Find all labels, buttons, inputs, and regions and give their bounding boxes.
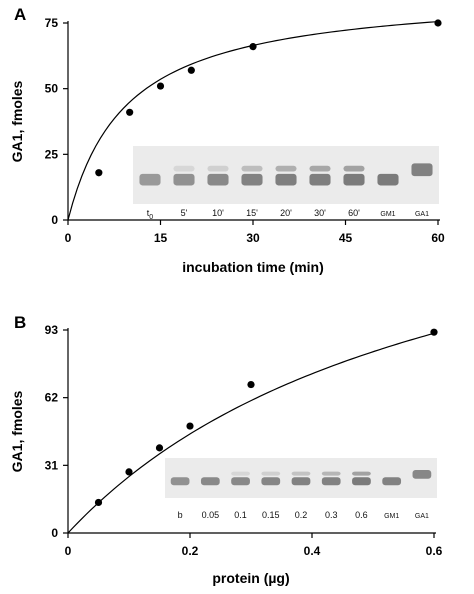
gel-lane-label: GA1 [415,211,429,218]
gel-band-upper [231,471,250,476]
x-axis-label: protein (µg) [212,570,289,586]
gel-lane-label: 20' [280,208,292,218]
y-tick-label: 50 [45,82,59,96]
y-tick-label: 31 [45,458,59,472]
gel-band [382,477,402,486]
gel-band [309,173,331,186]
data-point [247,380,255,389]
x-tick-label: 45 [339,231,353,245]
gel-lane-label: 0.3 [325,510,338,520]
data-point [156,82,165,90]
gel-lane-label: 10' [212,208,224,218]
y-axis-label: GA1, fmoles [9,390,25,472]
gel-band [241,173,263,186]
gel-lane-label: 15' [246,208,258,218]
gel-lane-label: 30' [314,208,326,218]
y-tick-label: 25 [45,147,59,161]
fit-curve [67,332,435,534]
data-point [94,498,103,507]
x-tick-label: 30 [246,231,260,245]
y-tick-label: 0 [51,526,58,540]
x-tick-label: 0.4 [304,544,321,558]
panel-a: A 0 25 50 75 0 15 30 45 60 incubation time (min) GA… [9,5,445,275]
gel-band-upper [173,165,195,172]
y-tick-label: 0 [51,213,58,227]
gel-band-upper [261,471,281,476]
x-tick-label: 60 [431,231,445,245]
panel-b: B 0 31 62 93 0 0.2 0.4 0.6 protein (µg) GA1, fmole… [9,313,443,586]
gel-band-upper [411,163,433,177]
x-tick-label: 15 [154,231,168,245]
gel-lane-label: 0.1 [234,510,247,520]
gel-band [170,477,190,486]
gel-band [352,477,371,486]
gel-lane-label: GA1 [415,513,429,520]
gel-lane-label: 0.15 [262,510,280,520]
gel-lane-label: GM1 [384,513,399,520]
gel-inset: b 0.05 0.1 0.15 0.2 0.3 0.6 GM1 GA1 [165,458,437,520]
y-axis-label: GA1, fmoles [9,80,25,162]
gel-band-upper [207,165,229,172]
gel-band [343,173,365,186]
gel-lane-label: 0.2 [295,510,308,520]
gel-band-upper [352,471,371,476]
gel-band-upper [321,471,341,476]
panel-letter-a: A [14,5,26,24]
gel-band [200,477,220,486]
data-point [95,169,103,177]
gel-band [321,477,341,486]
gel-band [207,173,229,186]
gel-lane-label: t0 [147,208,154,221]
y-tick-label: 93 [45,323,59,337]
x-axis-label: incubation time (min) [182,259,324,275]
gel-lane-label: GM1 [380,211,395,218]
gel-band [261,477,281,486]
x-tick-label: 0.2 [182,544,199,558]
data-point [155,444,164,452]
gel-band [275,173,297,186]
y-tick-label: 62 [45,391,59,405]
gel-lane-label: b [178,510,183,520]
gel-band-upper [412,470,432,479]
data-point [249,43,257,51]
gel-band-upper [309,165,331,172]
gel-band-upper [275,165,297,172]
gel-lane-label: 60' [348,208,360,218]
gel-band [139,173,161,186]
data-point [186,422,194,430]
gel-band [231,477,250,486]
data-point [187,66,195,74]
gel-band-upper [241,165,263,172]
data-point [434,19,442,27]
data-point [430,328,438,336]
gel-band [291,477,311,486]
gel-lane-label: 5' [181,208,188,218]
gel-band-upper [343,165,365,172]
gel-lane-label: 0.05 [202,510,220,520]
y-tick-label: 75 [45,16,59,30]
x-tick-label: 0.6 [426,544,443,558]
x-tick-label: 0 [65,544,72,558]
gel-band [173,173,195,186]
gel-inset: t0 5' 10' 15' 20' 30' 60' GM1 GA1 [133,146,439,221]
gel-lane-label: 0.6 [355,510,368,520]
data-point [125,468,133,476]
gel-band-upper [291,471,311,476]
panel-letter-b: B [14,313,26,332]
gel-band [377,173,399,186]
x-tick-label: 0 [65,231,72,245]
data-point [126,108,134,116]
